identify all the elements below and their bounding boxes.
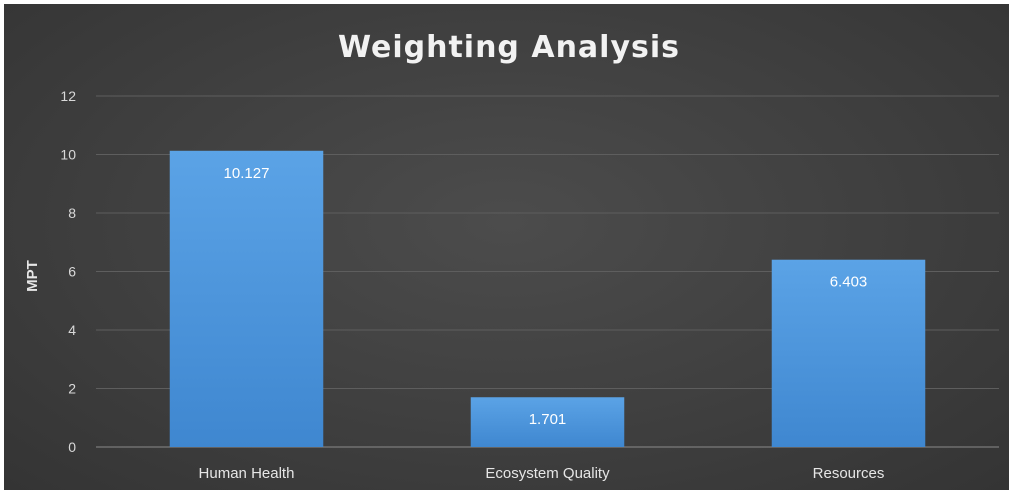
x-tick-label: Resources [813, 465, 885, 482]
y-tick-label: 0 [68, 439, 76, 455]
bar-chart: Weighting Analysis MPT 0 2 4 6 8 10 12 10.127 H… [24, 30, 999, 482]
y-tick-label: 10 [60, 147, 76, 163]
x-tick-label: Ecosystem Quality [485, 465, 610, 482]
y-tick-label: 8 [68, 205, 76, 221]
x-tick-label: Human Health [199, 465, 295, 482]
bar-human-health [169, 150, 324, 447]
y-axis-label: MPT [24, 260, 41, 292]
data-label: 6.403 [830, 274, 868, 291]
y-tick-label: 2 [68, 381, 76, 397]
y-tick-label: 6 [68, 264, 76, 280]
chart-title: Weighting Analysis [338, 30, 680, 65]
chart-area: Weighting Analysis MPT 0 2 4 6 8 10 12 10.127 H… [4, 4, 1009, 490]
bar-ecosystem-quality [470, 397, 625, 447]
data-label: 10.127 [224, 165, 270, 182]
y-tick-label: 4 [68, 322, 76, 338]
y-tick-label: 12 [60, 88, 76, 104]
data-label: 1.701 [529, 411, 567, 428]
bar-resources [771, 259, 926, 447]
